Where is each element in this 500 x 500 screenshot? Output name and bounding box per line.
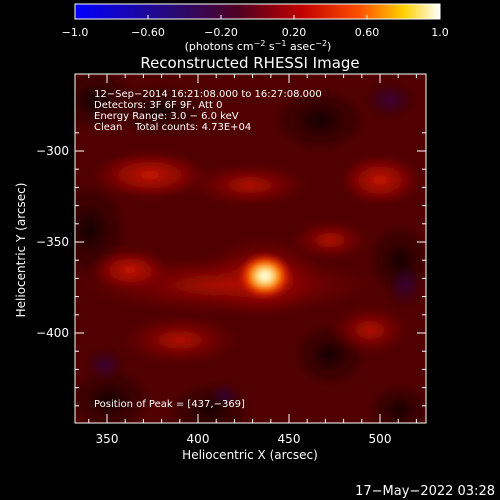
peak-position: Position of Peak = [437,−369] — [94, 399, 245, 410]
y-tick-label: −300 — [36, 144, 69, 158]
y-tick-label: −350 — [36, 235, 69, 249]
y-axis-label: Heliocentric Y (arcsec) — [14, 183, 28, 318]
colorbar-tick: −0.60 — [131, 26, 165, 39]
colorbar: −1.0 −0.60 −0.20 0.20 0.60 1.0 (photons … — [62, 3, 449, 53]
colorbar-tick: −1.0 — [62, 26, 89, 39]
colorbar-tick: −0.20 — [204, 26, 238, 39]
plot-frame — [74, 73, 427, 424]
algorithm-counts: Clean Total counts: 4.73E+04 — [94, 122, 251, 133]
x-axis-label: Heliocentric X (arcsec) — [182, 448, 318, 462]
colorbar-tick: 1.0 — [431, 26, 449, 39]
solar-image — [75, 74, 426, 423]
plot-title: Reconstructed RHESSI Image — [140, 54, 359, 72]
x-tick-label: 500 — [369, 432, 392, 446]
x-tick-label: 350 — [96, 432, 119, 446]
colorbar-tick: 0.60 — [355, 26, 380, 39]
y-tick-label: −400 — [36, 326, 69, 340]
colorbar-tick: 0.20 — [282, 26, 307, 39]
colorbar-gradient — [74, 3, 441, 20]
timestamp: 17−May−2022 03:28 — [355, 484, 495, 499]
x-tick-label: 450 — [278, 432, 301, 446]
colorbar-unit-label: (photons cm−2 s−1 asec−2) — [185, 39, 332, 53]
x-tick-label: 400 — [187, 432, 210, 446]
energy-range: Energy Range: 3.0 − 6.0 keV — [94, 111, 239, 122]
time-range: 12−Sep−2014 16:21:08.000 to 16:27:08.000 — [94, 89, 322, 100]
observation-info: 12−Sep−2014 16:21:08.000 to 16:27:08.000… — [94, 89, 322, 133]
detectors: Detectors: 3F 6F 9F, Att 0 — [94, 100, 222, 111]
